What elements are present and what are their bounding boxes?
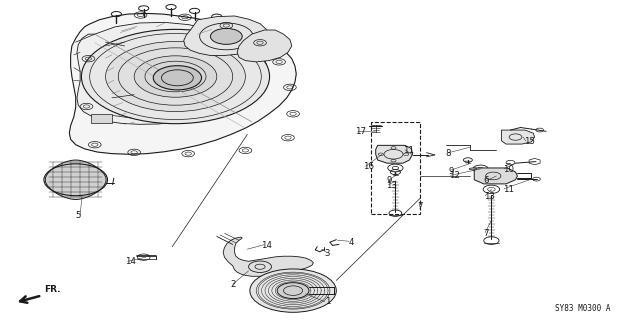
Polygon shape <box>223 237 313 276</box>
Circle shape <box>154 66 201 90</box>
Circle shape <box>158 68 193 85</box>
Text: 10: 10 <box>503 165 514 174</box>
Ellipse shape <box>469 168 476 170</box>
Circle shape <box>82 29 269 124</box>
Text: 7: 7 <box>483 229 489 238</box>
Polygon shape <box>69 13 296 154</box>
Text: SY83 M0300 A: SY83 M0300 A <box>555 304 611 313</box>
Text: 14: 14 <box>261 241 272 250</box>
Text: 9: 9 <box>387 176 392 185</box>
Text: 2: 2 <box>231 280 236 289</box>
Polygon shape <box>183 16 268 55</box>
Text: 15: 15 <box>524 137 536 146</box>
Polygon shape <box>501 130 534 144</box>
Text: 9: 9 <box>449 167 454 176</box>
Text: 6: 6 <box>483 176 489 185</box>
Text: 3: 3 <box>325 249 331 258</box>
Text: 4: 4 <box>349 238 355 247</box>
Text: 11: 11 <box>503 185 514 194</box>
Circle shape <box>106 42 245 112</box>
Polygon shape <box>237 30 292 62</box>
Polygon shape <box>474 168 517 184</box>
Text: 14: 14 <box>125 258 136 267</box>
Text: 1: 1 <box>325 297 331 306</box>
Circle shape <box>250 269 336 312</box>
Text: FR.: FR. <box>44 285 61 294</box>
Text: 13: 13 <box>483 192 495 201</box>
Polygon shape <box>376 145 413 163</box>
Polygon shape <box>45 160 106 199</box>
Text: 16: 16 <box>363 162 374 171</box>
Bar <box>371 122 420 214</box>
Text: 12: 12 <box>449 172 460 180</box>
Text: 7: 7 <box>417 202 422 211</box>
Circle shape <box>210 28 242 44</box>
Text: 11: 11 <box>403 146 414 155</box>
Text: 5: 5 <box>76 211 81 220</box>
Circle shape <box>134 56 217 97</box>
Text: 17: 17 <box>355 127 366 136</box>
Polygon shape <box>91 114 112 123</box>
Text: 8: 8 <box>446 149 451 158</box>
Polygon shape <box>77 22 266 124</box>
Text: 13: 13 <box>387 181 397 190</box>
Circle shape <box>277 283 309 299</box>
